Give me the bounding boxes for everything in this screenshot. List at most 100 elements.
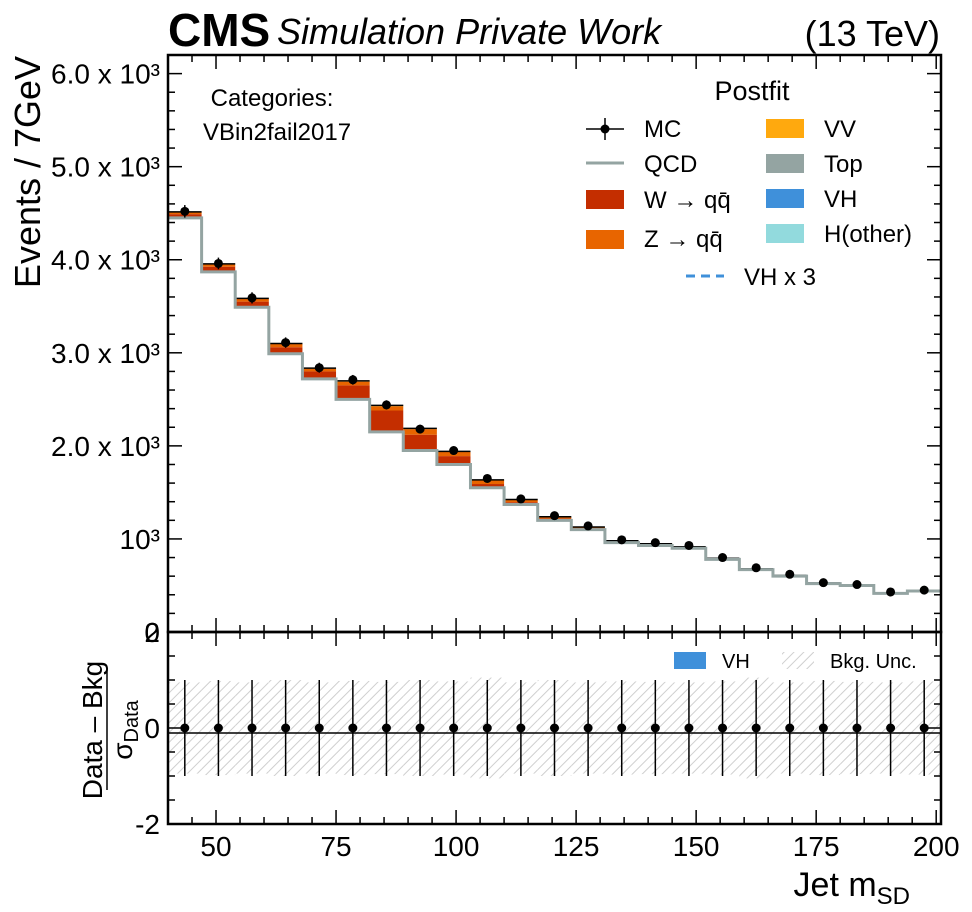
- ratio-point-4: [314, 723, 324, 733]
- mc-points: [180, 205, 929, 597]
- w-bar-4: [302, 371, 337, 379]
- mc-point-7: [415, 424, 425, 434]
- w-bar-8: [436, 456, 471, 465]
- mc-point-14: [650, 538, 660, 548]
- ratio-panel: 20-2 VH Bkg. Unc.: [135, 617, 943, 840]
- x-tick-label-50: 50: [200, 831, 231, 862]
- legend-z-label: Z → qq̄: [644, 226, 723, 253]
- energy-label: (13 TeV): [805, 13, 940, 54]
- w-bar-7: [403, 434, 437, 451]
- w-bar-9: [470, 484, 505, 488]
- ratio-legend-vh-swatch: [674, 652, 706, 669]
- mc-point-13: [617, 535, 627, 545]
- x-tick-label-100: 100: [433, 831, 480, 862]
- ratio-point-8: [449, 723, 459, 733]
- ratio-point-18: [785, 723, 795, 733]
- mc-point-18: [785, 569, 795, 579]
- ratio-y-tick-label-2: -2: [135, 809, 160, 840]
- x-tick-label-175: 175: [793, 831, 840, 862]
- main-panel: 50 75 100 125 150 175 200 0 10³ 2.0 x 10³ 3.0 x 10…: [51, 53, 960, 862]
- legend-top: Top: [766, 151, 863, 178]
- ratio-point-22: [919, 723, 929, 733]
- mc-point-17: [751, 563, 761, 573]
- ratio-legend-unc-label: Bkg. Unc.: [830, 651, 917, 673]
- ratio-legend-unc-swatch: [782, 652, 814, 669]
- legend-qcd-label: QCD: [644, 151, 697, 178]
- w-bar-2: [235, 301, 269, 308]
- ratio-point-14: [650, 723, 660, 733]
- y-tick-label-6: 6.0 x 10³: [51, 59, 160, 90]
- y-tick-label-2: 2.0 x 10³: [51, 431, 160, 462]
- legend-mc: MC: [586, 116, 681, 143]
- legend-hother-label: H(other): [824, 221, 912, 248]
- category-title: Categories:: [211, 85, 334, 112]
- legend-w-label: W → qq̄: [644, 187, 731, 214]
- w-bar-3: [268, 347, 303, 354]
- mc-point-5: [348, 375, 358, 385]
- legend-hother: H(other): [766, 221, 912, 248]
- legend-vh3-label: VH x 3: [744, 264, 816, 291]
- mc-point-9: [482, 473, 492, 483]
- w-bar-6: [369, 410, 404, 432]
- legend-vh-label: VH: [824, 186, 857, 213]
- svg-text:σData: σData: [107, 699, 143, 759]
- mc-point-19: [818, 578, 828, 588]
- legend-qcd: QCD: [586, 151, 697, 178]
- mc-point-11: [550, 511, 559, 521]
- y-axis-label: Events / 7GeV: [7, 56, 48, 288]
- legend-top-label: Top: [824, 151, 863, 178]
- ratio-point-7: [415, 723, 425, 733]
- legend-vv: VV: [766, 116, 856, 143]
- mc-point-6: [381, 400, 391, 410]
- ratio-y-tick-label-1: 0: [144, 713, 160, 744]
- ratio-legend-vh-label: VH: [722, 651, 750, 673]
- ratio-point-3: [281, 723, 291, 733]
- legend-title: Postfit: [714, 76, 790, 106]
- mc-point-3: [281, 338, 291, 348]
- y-tick-label-0: 0: [144, 617, 160, 648]
- mc-point-20: [852, 580, 862, 590]
- category-name: VBin2fail2017: [203, 119, 351, 146]
- stacked-bars: [168, 211, 941, 594]
- x-tick-label-75: 75: [320, 831, 351, 862]
- ratio-point-2: [247, 723, 257, 733]
- ratio-point-16: [718, 723, 728, 733]
- svg-text:Data – Bkg: Data – Bkg: [77, 661, 108, 800]
- legend-vv-label: VV: [824, 116, 856, 143]
- mc-point-15: [684, 540, 694, 550]
- ratio-point-13: [617, 723, 627, 733]
- ratio-point-9: [482, 723, 492, 733]
- mc-point-12: [583, 521, 593, 531]
- ratio-y-axis-label: Data – Bkg σData: [77, 661, 143, 800]
- ratio-point-12: [583, 723, 593, 733]
- mc-point-2: [247, 293, 257, 303]
- legend-z: Z → qq̄: [586, 226, 723, 253]
- ratio-point-20: [852, 723, 862, 733]
- ratio-point-17: [751, 723, 761, 733]
- qcd-series-line: [168, 216, 941, 595]
- ratio-point-1: [213, 723, 223, 733]
- x-axis-label: Jet mSD: [794, 866, 910, 910]
- ratio-point-15: [684, 723, 694, 733]
- ratio-point-21: [886, 723, 896, 733]
- mc-point-0: [180, 206, 190, 216]
- ratio-point-11: [550, 723, 559, 733]
- ratio-legend: VH Bkg. Unc.: [674, 651, 917, 673]
- simulation-label: Simulation Private Work: [277, 11, 663, 52]
- legend-vh3: VH x 3: [686, 264, 816, 291]
- mc-point-4: [314, 363, 324, 373]
- ratio-point-0: [180, 723, 190, 733]
- legend-w: W → qq̄: [586, 187, 731, 214]
- legend-mc-label: MC: [644, 116, 681, 143]
- ratio-point-10: [516, 723, 526, 733]
- ratio-point-19: [818, 723, 828, 733]
- legend: Postfit MC QCD W → qq̄ Z → qq̄ VV: [586, 76, 912, 291]
- mc-point-22: [919, 585, 929, 595]
- ratio-point-5: [348, 723, 358, 733]
- cms-label: CMS: [168, 4, 270, 56]
- ratio-points: [180, 680, 929, 776]
- x-tick-label-125: 125: [553, 831, 600, 862]
- mc-point-10: [516, 494, 526, 504]
- mc-point-16: [718, 553, 728, 563]
